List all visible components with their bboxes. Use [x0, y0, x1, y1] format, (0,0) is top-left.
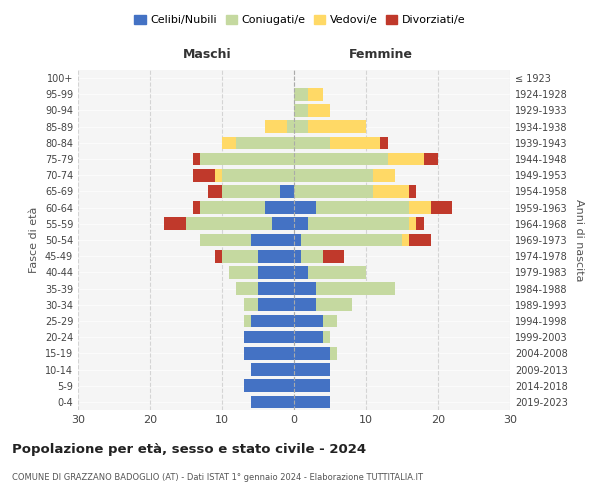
Bar: [373, 185, 409, 198]
Bar: [294, 234, 301, 246]
Bar: [222, 250, 258, 262]
Bar: [308, 104, 330, 117]
Bar: [251, 396, 294, 408]
Bar: [294, 152, 388, 166]
Bar: [316, 298, 352, 311]
Bar: [251, 363, 294, 376]
Bar: [294, 314, 323, 328]
Bar: [251, 234, 294, 246]
Bar: [294, 396, 330, 408]
Bar: [244, 331, 294, 344]
Bar: [200, 234, 251, 246]
Bar: [244, 380, 294, 392]
Legend: Celibi/Nubili, Coniugati/e, Vedovi/e, Divorziati/e: Celibi/Nubili, Coniugati/e, Vedovi/e, Di…: [130, 10, 470, 30]
Bar: [308, 218, 409, 230]
Bar: [409, 185, 416, 198]
Bar: [193, 169, 215, 181]
Bar: [265, 202, 294, 214]
Bar: [402, 234, 409, 246]
Bar: [301, 234, 402, 246]
Bar: [251, 314, 294, 328]
Bar: [373, 169, 395, 181]
Bar: [222, 136, 236, 149]
Bar: [409, 202, 431, 214]
Bar: [308, 88, 323, 101]
Bar: [229, 266, 258, 278]
Bar: [244, 347, 294, 360]
Bar: [294, 266, 308, 278]
Text: COMUNE DI GRAZZANO BADOGLIO (AT) - Dati ISTAT 1° gennaio 2024 - Elaborazione TUT: COMUNE DI GRAZZANO BADOGLIO (AT) - Dati …: [12, 472, 423, 482]
Bar: [215, 169, 222, 181]
Bar: [294, 136, 330, 149]
Bar: [265, 120, 287, 133]
Bar: [316, 282, 395, 295]
Bar: [236, 136, 294, 149]
Bar: [186, 218, 272, 230]
Bar: [215, 250, 222, 262]
Bar: [323, 250, 344, 262]
Text: Maschi: Maschi: [183, 48, 232, 61]
Bar: [330, 136, 380, 149]
Bar: [294, 282, 316, 295]
Bar: [323, 331, 330, 344]
Bar: [431, 202, 452, 214]
Bar: [416, 218, 424, 230]
Bar: [409, 218, 416, 230]
Bar: [258, 266, 294, 278]
Bar: [222, 169, 294, 181]
Bar: [208, 185, 222, 198]
Bar: [294, 169, 373, 181]
Bar: [330, 347, 337, 360]
Bar: [244, 314, 251, 328]
Bar: [244, 298, 258, 311]
Bar: [258, 282, 294, 295]
Bar: [294, 331, 323, 344]
Bar: [294, 363, 330, 376]
Bar: [294, 202, 316, 214]
Bar: [308, 120, 366, 133]
Bar: [294, 88, 308, 101]
Y-axis label: Anni di nascita: Anni di nascita: [574, 198, 584, 281]
Bar: [287, 120, 294, 133]
Bar: [236, 282, 258, 295]
Bar: [308, 266, 366, 278]
Bar: [164, 218, 186, 230]
Bar: [200, 152, 294, 166]
Bar: [193, 152, 200, 166]
Bar: [316, 202, 409, 214]
Bar: [294, 104, 308, 117]
Bar: [280, 185, 294, 198]
Bar: [193, 202, 200, 214]
Bar: [258, 250, 294, 262]
Bar: [222, 185, 280, 198]
Bar: [301, 250, 323, 262]
Text: Popolazione per età, sesso e stato civile - 2024: Popolazione per età, sesso e stato civil…: [12, 442, 366, 456]
Text: Femmine: Femmine: [349, 48, 412, 61]
Bar: [294, 380, 330, 392]
Bar: [200, 202, 265, 214]
Bar: [294, 185, 373, 198]
Bar: [409, 234, 431, 246]
Bar: [294, 298, 316, 311]
Bar: [294, 250, 301, 262]
Y-axis label: Fasce di età: Fasce di età: [29, 207, 39, 273]
Bar: [424, 152, 438, 166]
Bar: [294, 347, 330, 360]
Bar: [294, 218, 308, 230]
Bar: [323, 314, 337, 328]
Bar: [294, 120, 308, 133]
Bar: [258, 298, 294, 311]
Bar: [272, 218, 294, 230]
Bar: [380, 136, 388, 149]
Bar: [388, 152, 424, 166]
